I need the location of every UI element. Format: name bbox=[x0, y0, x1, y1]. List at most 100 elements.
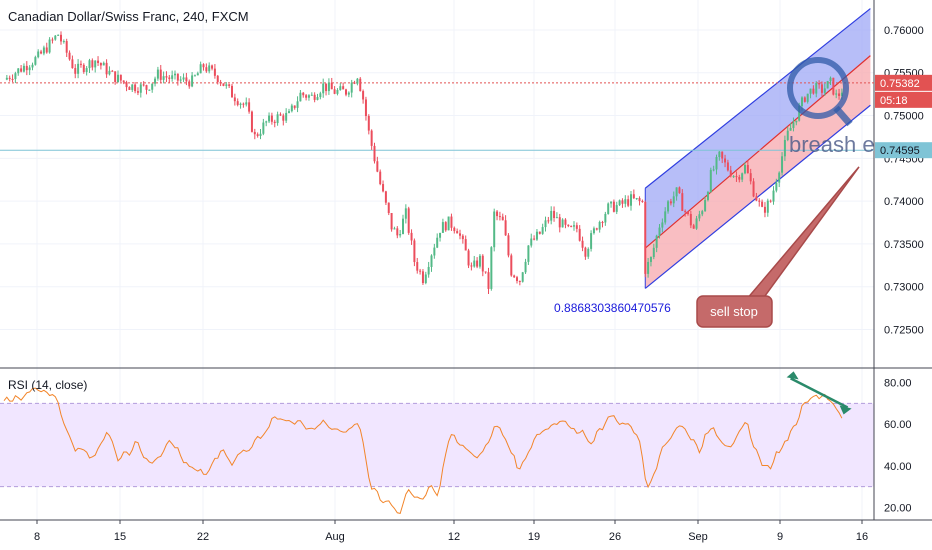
candle-body bbox=[296, 101, 299, 108]
candle-body bbox=[176, 73, 179, 81]
candle-body bbox=[692, 225, 695, 229]
candle-body bbox=[421, 271, 424, 284]
candle-body bbox=[655, 235, 658, 248]
candle-body bbox=[97, 60, 100, 63]
candle-body bbox=[370, 130, 373, 146]
candle-body bbox=[231, 85, 233, 98]
candle-body bbox=[393, 228, 396, 230]
candle-body bbox=[165, 76, 168, 78]
candle-body bbox=[678, 187, 681, 194]
candle-body bbox=[818, 82, 821, 85]
candle-body bbox=[786, 130, 789, 140]
candle-body bbox=[607, 203, 610, 214]
candle-body bbox=[675, 187, 678, 197]
candle-body bbox=[470, 265, 473, 267]
candle-body bbox=[783, 139, 786, 157]
candle-body bbox=[524, 261, 527, 273]
candle-body bbox=[772, 190, 775, 202]
candle-body bbox=[792, 122, 795, 128]
candle-body bbox=[456, 231, 459, 234]
candle-body bbox=[273, 121, 276, 124]
price-tick-label: 0.72500 bbox=[884, 324, 924, 336]
channel-upper-fill bbox=[645, 8, 871, 249]
candle-body bbox=[262, 122, 265, 134]
candle-body bbox=[327, 82, 330, 92]
candle-body bbox=[45, 47, 48, 53]
rsi-tick-label: 20.00 bbox=[884, 503, 912, 515]
candle-body bbox=[815, 82, 818, 94]
candle-body bbox=[664, 211, 667, 223]
candle-body bbox=[829, 77, 832, 82]
candle-body bbox=[735, 176, 738, 178]
candle-body bbox=[513, 275, 516, 278]
candle-body bbox=[541, 227, 544, 234]
candle-body bbox=[404, 208, 407, 219]
candle-body bbox=[424, 274, 427, 284]
candle-body bbox=[156, 69, 159, 79]
candle-body bbox=[809, 88, 812, 94]
price-tick-label: 0.75000 bbox=[884, 111, 924, 123]
candle-body bbox=[213, 68, 216, 76]
candle-body bbox=[652, 247, 655, 258]
candle-body bbox=[761, 201, 764, 207]
candle-body bbox=[376, 161, 379, 172]
candle-body bbox=[142, 84, 145, 86]
candle-body bbox=[188, 81, 191, 87]
candle-body bbox=[330, 82, 333, 90]
candle-body bbox=[510, 255, 513, 276]
candle-body bbox=[478, 255, 481, 267]
candle-body bbox=[191, 75, 194, 87]
candle-body bbox=[37, 51, 40, 58]
rsi-line bbox=[3, 387, 843, 514]
candle-body bbox=[789, 127, 792, 131]
candle-body bbox=[299, 92, 302, 102]
candle-body bbox=[741, 173, 744, 180]
candle-body bbox=[573, 225, 575, 227]
sell-stop-label: sell stop bbox=[710, 304, 758, 319]
time-tick-label: 16 bbox=[856, 531, 868, 543]
candle-body bbox=[709, 169, 712, 192]
candle-body bbox=[769, 200, 772, 202]
candle-body bbox=[838, 93, 841, 96]
candle-body bbox=[122, 80, 125, 83]
candle-body bbox=[350, 82, 353, 93]
candle-body bbox=[535, 231, 538, 240]
time-tick-label: 19 bbox=[528, 531, 540, 543]
candle-body bbox=[57, 34, 60, 36]
candle-body bbox=[450, 216, 453, 228]
candle-body bbox=[399, 234, 402, 236]
candle-body bbox=[701, 211, 704, 215]
candle-body bbox=[211, 65, 214, 69]
candle-body bbox=[202, 64, 205, 68]
candle-body bbox=[270, 115, 273, 122]
candle-body bbox=[550, 210, 553, 221]
candle-body bbox=[718, 151, 721, 158]
candle-body bbox=[185, 77, 188, 82]
rsi-band bbox=[0, 403, 874, 487]
candle-body bbox=[803, 97, 806, 102]
candle-body bbox=[752, 181, 755, 197]
candle-body bbox=[205, 67, 208, 72]
candle-body bbox=[65, 41, 68, 53]
candle-body bbox=[276, 114, 279, 124]
price-tick-label: 0.74000 bbox=[884, 196, 924, 208]
candle-body bbox=[305, 95, 308, 98]
candle-body bbox=[250, 111, 253, 132]
candle-body bbox=[530, 238, 533, 246]
candle-body bbox=[208, 65, 211, 72]
candle-body bbox=[775, 182, 778, 191]
candle-body bbox=[638, 198, 641, 202]
candle-body bbox=[134, 84, 137, 92]
candle-body bbox=[467, 250, 470, 266]
candle-body bbox=[99, 62, 102, 66]
candle-body bbox=[459, 233, 461, 236]
candle-body bbox=[498, 216, 501, 218]
candle-body bbox=[382, 184, 385, 192]
rsi-arrow-tail bbox=[786, 371, 799, 380]
candle-body bbox=[168, 77, 171, 79]
candle-body bbox=[527, 245, 530, 262]
candle-body bbox=[347, 92, 350, 95]
candle-body bbox=[94, 60, 97, 68]
candle-body bbox=[40, 51, 43, 54]
hline-value: 0.74595 bbox=[880, 145, 920, 157]
